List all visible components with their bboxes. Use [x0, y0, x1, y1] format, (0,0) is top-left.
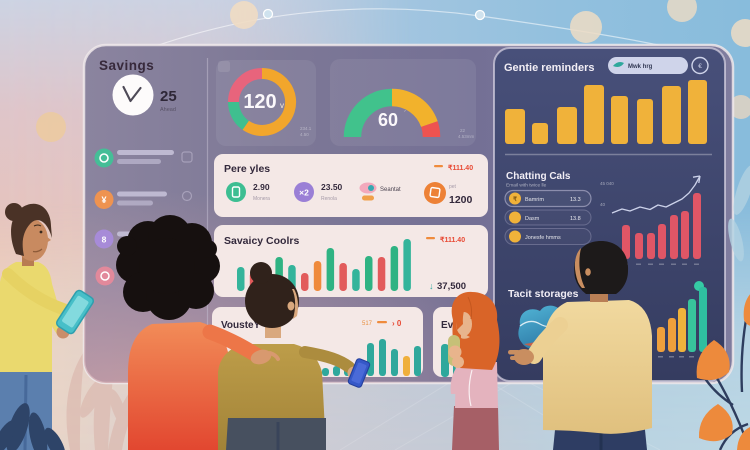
svg-text:25: 25: [160, 88, 177, 105]
svg-text:13.8: 13.8: [570, 216, 581, 222]
svg-text:517: 517: [362, 321, 373, 327]
svg-text:2.90: 2.90: [253, 182, 270, 192]
svg-text:8: 8: [102, 235, 107, 245]
svg-text:Renola: Renola: [321, 196, 337, 202]
svg-text:´: ´: [404, 111, 406, 118]
svg-text:₹: ₹: [513, 196, 517, 203]
svg-text:Savaicy Coolrs: Savaicy Coolrs: [224, 235, 299, 247]
svg-text:Eve: Eve: [441, 320, 459, 331]
svg-text:Monera: Monera: [253, 196, 270, 202]
svg-text:₹111.40: ₹111.40: [448, 164, 473, 172]
svg-text:60: 60: [378, 110, 398, 130]
svg-text:234.1: 234.1: [300, 126, 312, 131]
svg-text:Gentie reminders: Gentie reminders: [504, 62, 594, 74]
svg-text:Dasm: Dasm: [525, 216, 540, 222]
svg-text:€: €: [698, 63, 702, 70]
svg-text:Pere yles: Pere yles: [224, 163, 270, 175]
svg-text:×2: ×2: [299, 188, 309, 198]
svg-text:₹111.40: ₹111.40: [440, 236, 465, 244]
svg-text:Tacit storages: Tacit storages: [508, 288, 579, 300]
svg-text:Seantat: Seantat: [380, 187, 401, 193]
svg-text:Chatting Cals: Chatting Cals: [506, 171, 571, 182]
svg-text:37,500: 37,500: [437, 281, 466, 292]
svg-text:› 0: › 0: [392, 319, 402, 328]
svg-text:22: 22: [460, 128, 466, 133]
svg-text:Jonesfe hmms: Jonesfe hmms: [525, 235, 561, 241]
svg-text:VousteY: VousteY: [221, 320, 261, 331]
svg-text:Ahead: Ahead: [160, 107, 176, 113]
svg-text:¥: ¥: [101, 195, 106, 205]
svg-text:↓: ↓: [429, 281, 434, 291]
svg-text:Bamrim: Bamrim: [525, 197, 544, 203]
svg-text:1200: 1200: [449, 194, 473, 206]
svg-text:Mwk hrg: Mwk hrg: [628, 64, 653, 70]
svg-text:23.50: 23.50: [321, 182, 343, 192]
svg-text:Savings: Savings: [99, 58, 154, 73]
svg-text:pet: pet: [449, 184, 457, 190]
svg-text:45 040: 45 040: [600, 181, 614, 186]
svg-text:v: v: [280, 101, 284, 110]
svg-text:120: 120: [243, 91, 276, 113]
svg-text:13.3: 13.3: [570, 197, 581, 203]
svg-text:4.50: 4.50: [300, 132, 309, 137]
svg-text:4.53mm: 4.53mm: [458, 134, 475, 139]
svg-text:Email with twice lle: Email with twice lle: [506, 183, 547, 189]
svg-text:40: 40: [600, 202, 606, 207]
